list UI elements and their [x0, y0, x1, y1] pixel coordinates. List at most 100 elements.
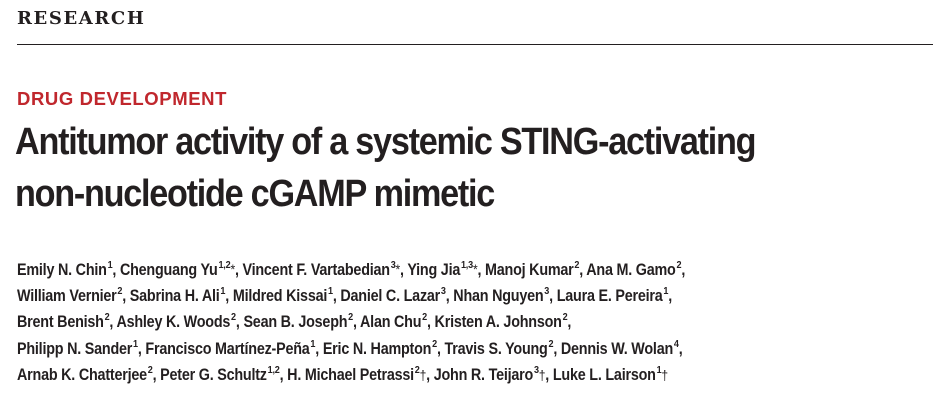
author-affiliation: 1: [220, 285, 226, 298]
author-name: Ashley K. Woods: [116, 312, 231, 332]
author-name: Mildred Kissai: [232, 286, 328, 306]
author: Daniel C. Lazar3: [340, 285, 446, 306]
author-name: Chenguang Yu: [119, 260, 218, 279]
author-name: Nhan Nguyen: [453, 286, 544, 306]
author: Kristen A. Johnson2: [435, 312, 568, 331]
author-affiliation: 1,3: [460, 259, 473, 271]
author-affiliation: 2: [117, 285, 123, 298]
author-separator: ,: [549, 286, 557, 306]
author: Sean B. Joseph2: [243, 312, 353, 331]
author-note-mark: *: [230, 261, 235, 277]
author-note-mark: †: [661, 366, 668, 383]
author-affiliation: 4: [673, 337, 679, 350]
author-affiliation: 2: [676, 259, 682, 271]
author-separator: ,: [315, 338, 323, 358]
author-separator: ,: [426, 312, 435, 332]
author-name: Daniel C. Lazar: [340, 286, 441, 306]
author-separator: ,: [567, 312, 572, 332]
author-separator: ,: [109, 312, 117, 332]
author: Eric N. Hampton2: [322, 337, 437, 358]
author-separator: ,: [477, 260, 486, 279]
author-line: Emily N. Chin1, Chenguang Yu1,2*, Vincen…: [17, 257, 813, 283]
author: William Vernier2: [17, 286, 122, 305]
author-separator: ,: [681, 260, 686, 279]
author: Arnab K. Chatterjee2: [17, 365, 153, 384]
author: Nhan Nguyen3: [453, 286, 549, 305]
author: Travis S. Young2: [444, 338, 553, 358]
author-affiliation: 1: [133, 337, 138, 350]
header-rule: [17, 44, 933, 45]
author: Ana M. Gamo2: [586, 260, 681, 279]
author: Philipp N. Sander1: [17, 337, 138, 358]
author-separator: ,: [400, 260, 408, 279]
author-separator: ,: [122, 286, 130, 306]
author-affiliation: 2: [432, 337, 437, 350]
author-line: William Vernier2, Sabrina H. Ali1, Mildr…: [17, 283, 813, 309]
author: Mildred Kissai1: [233, 286, 333, 305]
author-line: Brent Benish2, Ashley K. Woods2, Sean B.…: [17, 309, 813, 335]
author-separator: ,: [678, 338, 683, 358]
author: Luke L. Lairson1†: [553, 365, 668, 384]
author-name: Emily N. Chin: [17, 260, 107, 279]
author-separator: ,: [332, 286, 341, 306]
author-affiliation: 2: [574, 259, 580, 271]
author-name: Francisco Martínez-Peña: [145, 338, 310, 358]
author: Vincent F. Vartabedian3*: [242, 260, 400, 279]
author-name: Peter G. Schultz: [160, 364, 267, 384]
author-affiliation: 1: [107, 259, 113, 271]
author-separator: ,: [553, 338, 561, 358]
author-affiliation: 2: [562, 311, 568, 324]
author-name: Brent Benish: [17, 312, 104, 332]
author-name: H. Michael Petrassi: [287, 364, 414, 384]
author-line: Arnab K. Chatterjee2, Peter G. Schultz1,…: [17, 362, 813, 388]
author-name: Dennis W. Wolan: [560, 338, 674, 358]
author-name: Vincent F. Vartabedian: [242, 260, 390, 279]
author-separator: ,: [137, 338, 146, 358]
author-note-mark: *: [472, 261, 478, 277]
author-separator: ,: [545, 364, 553, 384]
author-line: Philipp N. Sander1, Francisco Martínez-P…: [17, 336, 813, 362]
author: Francisco Martínez-Peña1: [145, 338, 315, 358]
author-name: Luke L. Lairson: [552, 364, 656, 384]
author: Laura E. Pereira1: [557, 286, 669, 305]
author-name: Alan Chu: [360, 312, 422, 332]
author-list: Emily N. Chin1, Chenguang Yu1,2*, Vincen…: [17, 257, 813, 388]
author-name: Manoj Kumar: [485, 260, 574, 279]
author: John R. Teijaro3†: [434, 365, 546, 384]
author: H. Michael Petrassi2†: [287, 365, 426, 384]
author-affiliation: 3: [544, 285, 550, 298]
author-name: Travis S. Young: [444, 338, 548, 358]
author-note-mark: †: [538, 366, 546, 383]
author-affiliation: 3: [533, 363, 539, 376]
author-name: Philipp N. Sander: [17, 338, 133, 358]
author-affiliation: 2: [104, 311, 110, 324]
author-separator: ,: [225, 286, 233, 306]
author-name: Eric N. Hampton: [322, 338, 432, 358]
author-affiliation: 2: [231, 311, 236, 324]
author-affiliation: 3: [440, 285, 446, 298]
author: Manoj Kumar2: [485, 260, 579, 279]
author: Dennis W. Wolan4: [560, 337, 679, 358]
author-affiliation: 1,2: [218, 259, 231, 271]
author: Emily N. Chin1: [17, 259, 113, 279]
title-line: Antitumor activity of a systemic STING-a…: [15, 121, 757, 163]
author-affiliation: 1: [327, 285, 333, 298]
author-separator: ,: [152, 364, 161, 384]
author: Sabrina H. Ali1: [129, 285, 226, 306]
author-separator: ,: [279, 364, 288, 384]
author-separator: ,: [112, 260, 120, 279]
author-affiliation: 3: [390, 259, 396, 271]
author-separator: ,: [668, 286, 673, 306]
author-note-mark: *: [395, 261, 401, 277]
author-note-mark: †: [419, 366, 427, 383]
author: Ashley K. Woods2: [116, 311, 236, 332]
author-name: Sabrina H. Ali: [129, 286, 220, 306]
author: Ying Jia1,3*: [407, 260, 477, 279]
author-name: Kristen A. Johnson: [434, 312, 562, 332]
section-label: DRUG DEVELOPMENT: [17, 88, 228, 109]
author-name: Arnab K. Chatterjee: [17, 364, 147, 384]
author-separator: ,: [579, 260, 587, 279]
author-name: Laura E. Pereira: [556, 286, 663, 306]
author: Peter G. Schultz1,2: [160, 364, 280, 384]
author-name: John R. Teijaro: [433, 364, 534, 384]
